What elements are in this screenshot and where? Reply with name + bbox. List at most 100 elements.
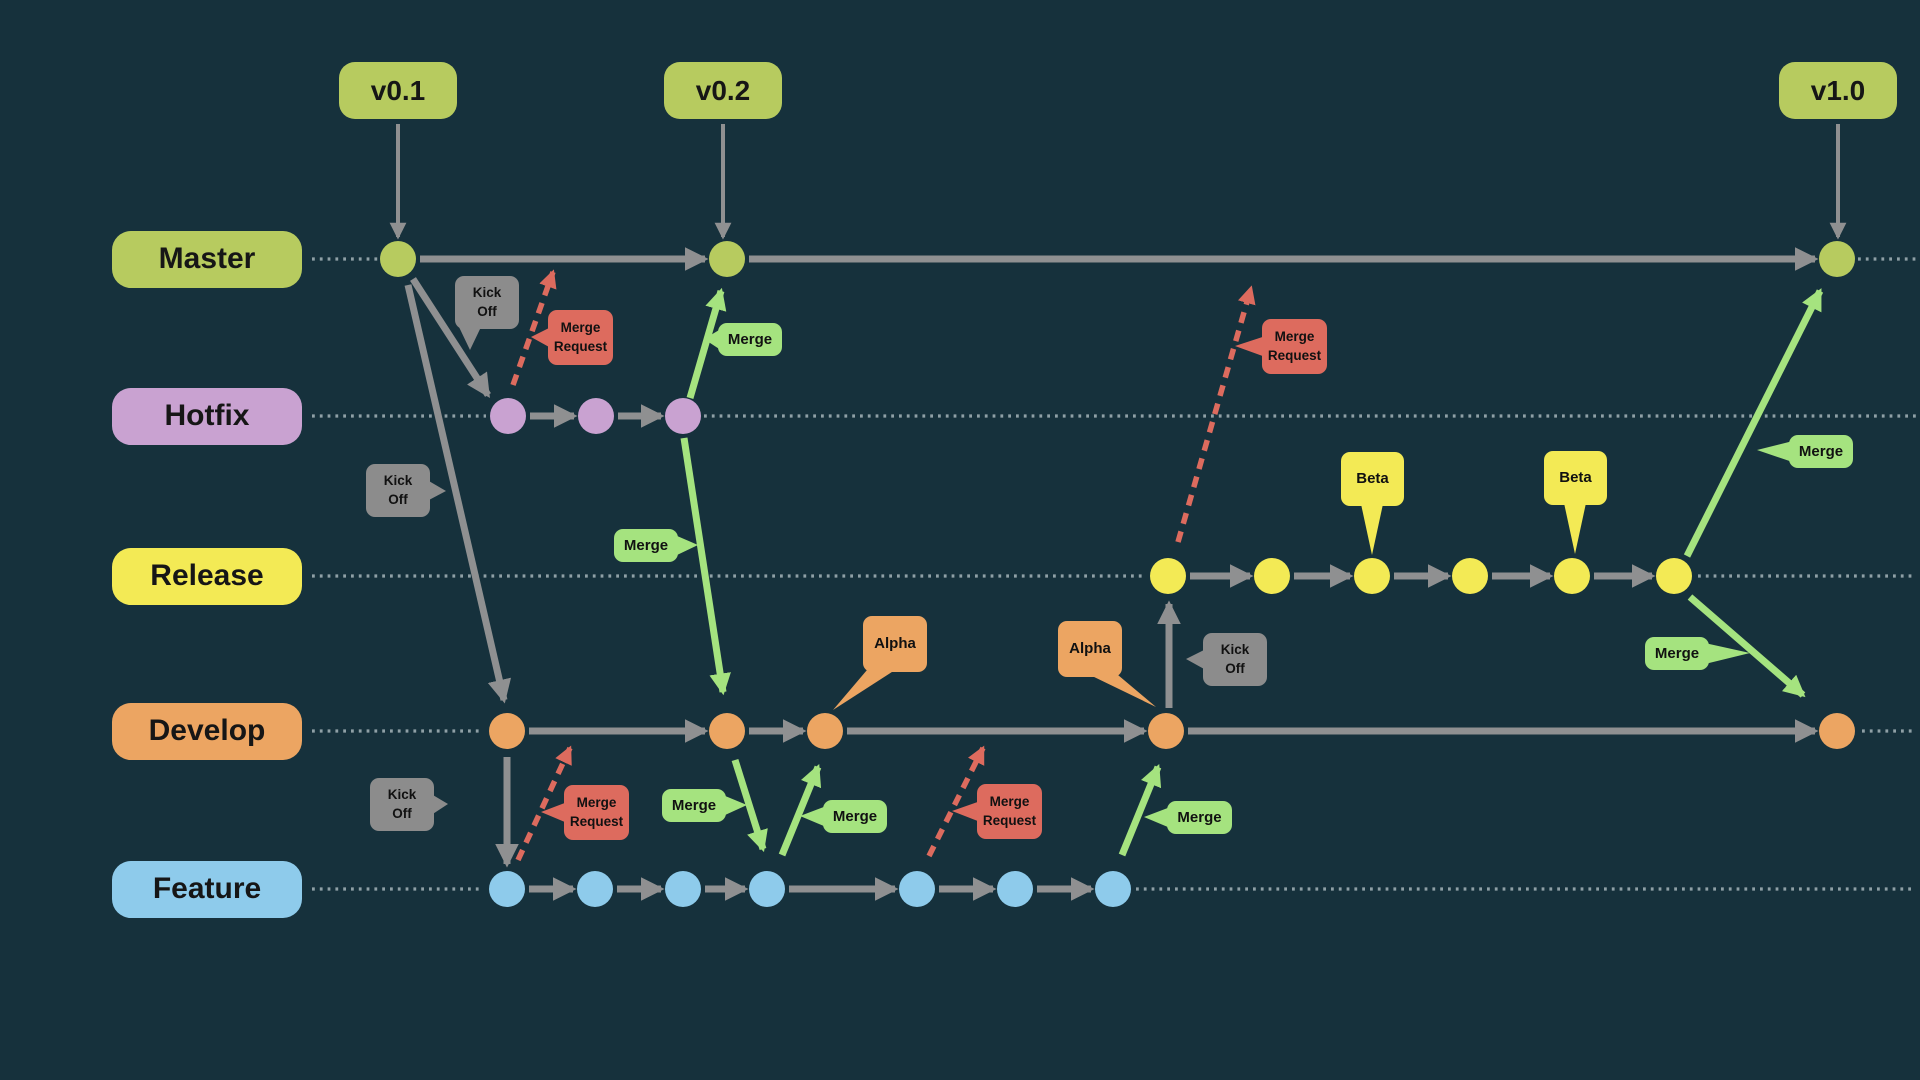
feature-commit-7 <box>1095 871 1131 907</box>
merge-bubble: Merge <box>662 789 726 822</box>
hotfix-commit-3 <box>665 398 701 434</box>
feature-commit-1 <box>489 871 525 907</box>
feature-commit-6 <box>997 871 1033 907</box>
feature-commit-2 <box>577 871 613 907</box>
hotfix-commit-2 <box>578 398 614 434</box>
kickoff-bubble-text: Off <box>1225 660 1245 676</box>
kickoff-bubble: Kick Off <box>455 276 519 329</box>
release-commit-4 <box>1452 558 1488 594</box>
merge-bubble: Merge <box>718 323 782 356</box>
kickoff-bubble-text: Kick <box>387 787 417 803</box>
kickoff-bubble-text: Kick <box>383 473 413 489</box>
lane-label-feature: Feature <box>112 860 302 918</box>
master-commit-3 <box>1819 241 1855 277</box>
merge-bubble-tail <box>724 795 747 816</box>
release-commit-5 <box>1554 558 1590 594</box>
kickoff-bubble: Kick Off <box>1203 633 1267 686</box>
kickoff-bubble-text: Kick <box>1220 642 1250 658</box>
kickoff-bubble-tail <box>459 327 481 350</box>
merge_request-bubble-text: Merge <box>576 795 617 811</box>
merge-arrow <box>1683 288 1824 558</box>
merge_request-bubble-text: Request <box>553 338 608 354</box>
merge-bubble-tail <box>800 806 825 827</box>
merge-bubble: Merge <box>1789 435 1853 468</box>
alpha-bubble-text: Alpha <box>1069 640 1111 657</box>
alpha-bubble: Alpha <box>1058 621 1122 677</box>
merge_request-bubble: Merge Request <box>548 310 613 365</box>
merge_request-bubble-text: Merge <box>560 320 601 336</box>
kickoff-arrow <box>410 277 491 398</box>
kickoff-bubble: Kick Off <box>366 464 430 517</box>
alpha-bubble-tail <box>1090 675 1156 707</box>
beta-bubble-text: Beta <box>1356 470 1389 487</box>
release-commit-6 <box>1656 558 1692 594</box>
merge-bubble-text: Merge <box>1798 442 1844 460</box>
lane-label-develop: Develop <box>112 702 302 760</box>
merge_request-bubble-text: Request <box>569 813 624 829</box>
kickoff-bubble-tail <box>432 794 448 815</box>
merge-arrow <box>1687 594 1806 698</box>
merge_request-bubble: Merge Request <box>1262 319 1327 374</box>
hotfix-commit-1 <box>490 398 526 434</box>
kickoff-bubble-tail <box>1186 649 1205 670</box>
merge-request-arrow <box>926 745 986 858</box>
merge-bubble: Merge <box>1167 801 1232 834</box>
master-commit-2 <box>709 241 745 277</box>
version-tag-v0-2: v0.2 <box>664 62 782 119</box>
merge-bubble: Merge <box>823 800 887 833</box>
merge-bubble: Merge <box>1645 637 1709 670</box>
version-tag-v1-0: v1.0 <box>1779 62 1897 119</box>
alpha-bubble-tail <box>833 670 895 710</box>
feature-commit-4 <box>749 871 785 907</box>
merge-bubble-tail <box>1144 807 1169 828</box>
beta-bubble-tail <box>1564 503 1586 554</box>
merge-bubble-tail <box>1707 643 1750 664</box>
beta-bubble-tail <box>1361 504 1383 555</box>
alpha-bubble: Alpha <box>863 616 927 672</box>
lane-label-master: Master <box>112 230 302 288</box>
merge_request-bubble-tail <box>541 802 566 823</box>
develop-commit-2 <box>709 713 745 749</box>
release-commit-2 <box>1254 558 1290 594</box>
kickoff-bubble-text: Off <box>477 303 497 319</box>
kickoff-bubble-text: Kick <box>472 285 502 301</box>
release-commit-1 <box>1150 558 1186 594</box>
merge_request-bubble-text: Request <box>982 812 1037 828</box>
kickoff-arrow <box>404 284 512 704</box>
develop-commit-4 <box>1148 713 1184 749</box>
version-tag-v0-1: v0.1 <box>339 62 457 119</box>
merge-request-arrow <box>510 269 557 386</box>
merge_request-bubble-text: Merge <box>989 794 1030 810</box>
develop-commit-5 <box>1819 713 1855 749</box>
beta-bubble: Beta <box>1544 451 1607 505</box>
develop-commit-3 <box>807 713 843 749</box>
kickoff-bubble-text: Off <box>388 491 408 507</box>
merge_request-bubble-tail <box>1235 336 1264 357</box>
merge-bubble-text: Merge <box>1654 644 1700 662</box>
merge-arrow <box>686 287 727 399</box>
merge-arrow <box>1118 763 1162 857</box>
feature-commit-5 <box>899 871 935 907</box>
lane-label-hotfix: Hotfix <box>112 387 302 445</box>
merge-bubble-text: Merge <box>832 807 878 825</box>
merge_request-bubble: Merge Request <box>977 784 1042 839</box>
merge_request-bubble-text: Merge <box>1274 329 1315 345</box>
merge_request-bubble-tail <box>952 801 979 822</box>
master-commit-1 <box>380 241 416 277</box>
develop-commit-1 <box>489 713 525 749</box>
merge-bubble-tail <box>704 329 720 350</box>
beta-bubble: Beta <box>1341 452 1404 506</box>
lane-label-release: Release <box>112 547 302 605</box>
merge-bubble-text: Merge <box>671 796 717 814</box>
release-commit-3 <box>1354 558 1390 594</box>
merge-bubble: Merge <box>614 529 678 562</box>
merge_request-bubble-tail <box>531 327 550 348</box>
merge_request-bubble-text: Request <box>1267 347 1322 363</box>
kickoff-bubble-text: Off <box>392 805 412 821</box>
merge-bubble-text: Merge <box>623 536 669 554</box>
alpha-bubble-text: Alpha <box>874 635 916 652</box>
merge-bubble-tail <box>676 535 698 556</box>
merge_request-bubble: Merge Request <box>564 785 629 840</box>
